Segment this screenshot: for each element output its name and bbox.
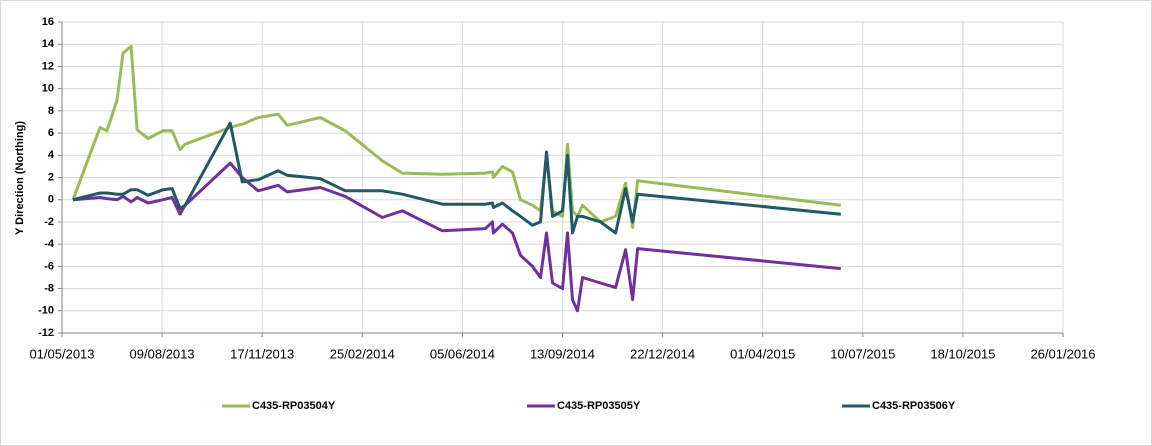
y-tick-label: -4 bbox=[44, 238, 55, 250]
y-tick-label: -10 bbox=[38, 305, 54, 317]
y-tick-label: 14 bbox=[42, 38, 55, 50]
y-tick-label: -12 bbox=[38, 327, 54, 339]
y-tick-label: 2 bbox=[48, 171, 54, 183]
y-tick-label: 0 bbox=[48, 194, 54, 206]
x-tick-label: 13/09/2014 bbox=[530, 346, 595, 361]
y-tick-label: 10 bbox=[42, 83, 54, 95]
series-line bbox=[72, 161, 841, 313]
y-tick-label: 4 bbox=[48, 149, 55, 161]
y-tick-label: 6 bbox=[48, 127, 54, 139]
x-tick-label: 26/01/2016 bbox=[1030, 346, 1095, 361]
x-tick-label: 25/02/2014 bbox=[330, 346, 395, 361]
legend-label: C435-RP03505Y bbox=[557, 400, 641, 412]
y-tick-label: -2 bbox=[44, 216, 54, 228]
x-tick-label: 01/04/2015 bbox=[730, 346, 795, 361]
x-tick-label: 01/05/2013 bbox=[29, 346, 94, 361]
series-line bbox=[72, 121, 841, 235]
x-tick-label: 18/10/2015 bbox=[930, 346, 995, 361]
y-tick-label: -6 bbox=[44, 260, 54, 272]
y-tick-label: 8 bbox=[48, 105, 54, 117]
y-tick-label: 16 bbox=[42, 16, 54, 28]
x-tick-label: 09/08/2013 bbox=[130, 346, 195, 361]
x-tick-label: 17/11/2013 bbox=[230, 346, 294, 361]
y-axis-label: Y Direction (Northing) bbox=[14, 121, 26, 235]
y-tick-label: 12 bbox=[42, 60, 54, 72]
x-tick-label: 05/06/2014 bbox=[430, 346, 495, 361]
x-tick-label: 10/07/2015 bbox=[830, 346, 895, 361]
y-tick-label: -8 bbox=[44, 282, 54, 294]
legend-label: C435-RP03506Y bbox=[872, 400, 956, 412]
x-tick-label: 22/12/2014 bbox=[630, 346, 695, 361]
legend-label: C435-RP03504Y bbox=[252, 400, 336, 412]
